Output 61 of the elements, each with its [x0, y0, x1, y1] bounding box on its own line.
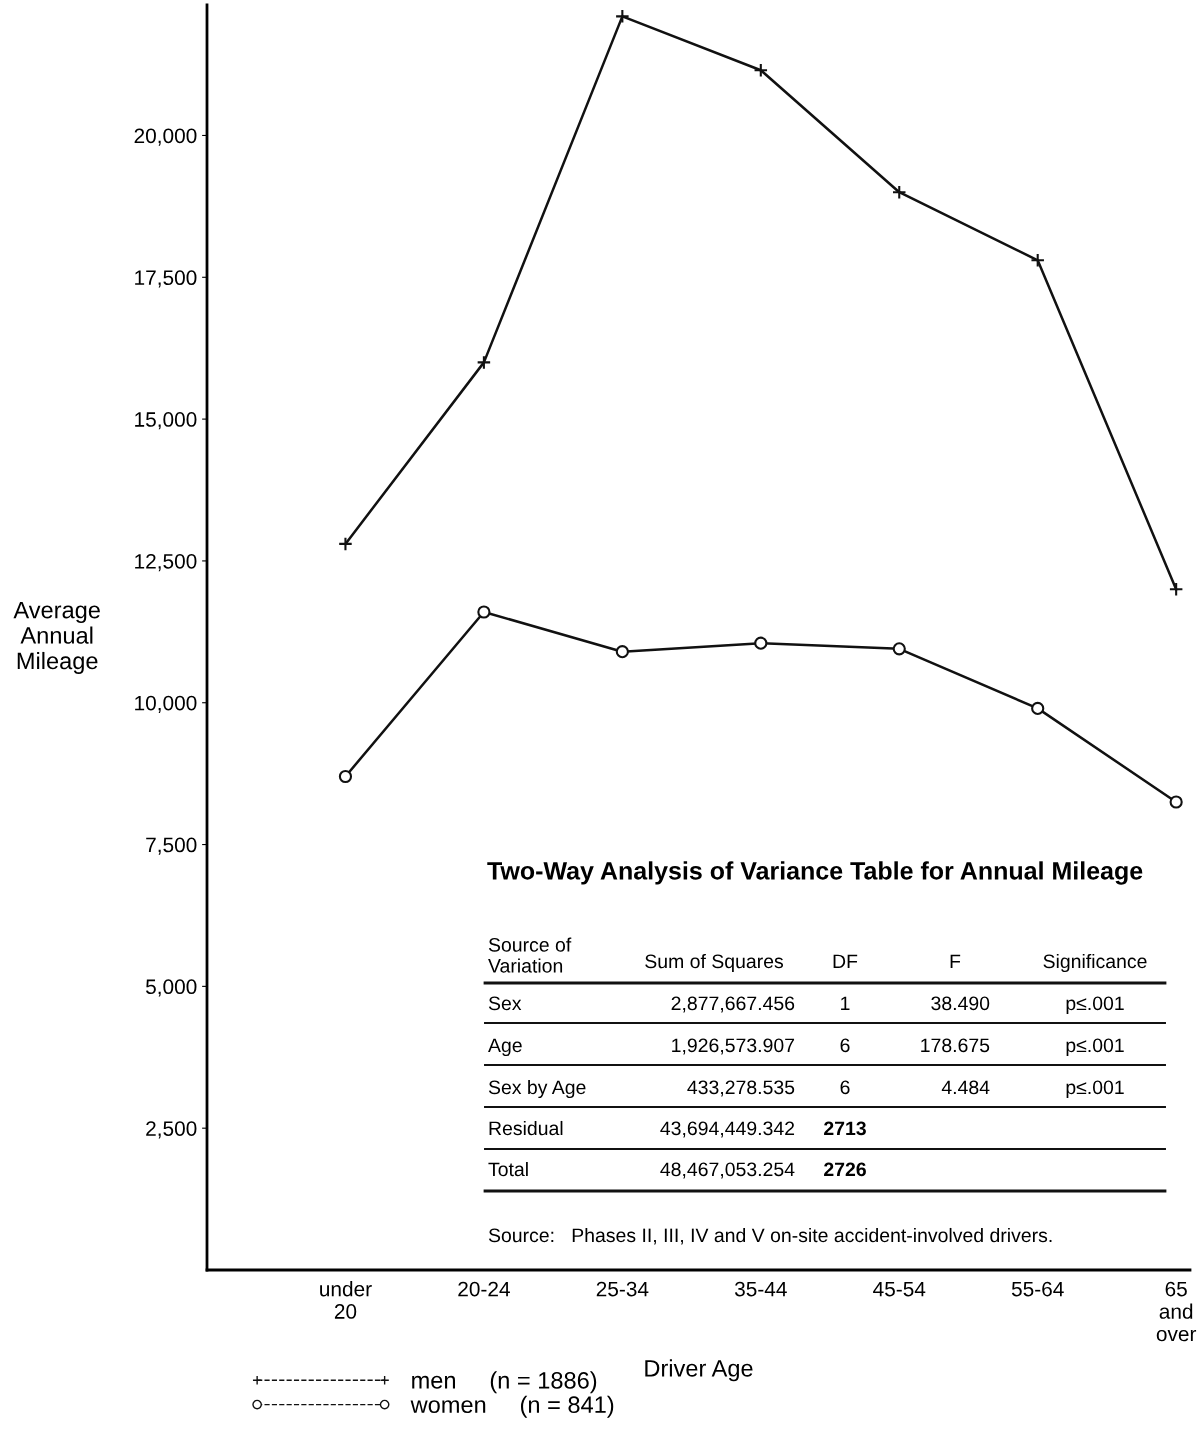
y-tick-label: 7,500: [146, 837, 197, 855]
annotation: 38.490: [931, 996, 990, 1011]
point: [753, 62, 769, 78]
x-tick-label: 25-34: [596, 1281, 649, 1297]
x-tick-label: 45-54: [873, 1281, 926, 1297]
annotation: 43,694,449.342: [660, 1121, 795, 1138]
y-tick-label: 12,500: [135, 553, 197, 572]
point: [891, 184, 907, 200]
annotation: 1: [841, 996, 850, 1011]
annotation: Significance: [1043, 953, 1147, 973]
annotation: Sex: [488, 996, 522, 1011]
x-tick-label: 65 and over: [1156, 1281, 1197, 1342]
annotation: Source: Phases II, III, IV and V on-site accident-involved drivers.: [488, 1227, 1052, 1245]
x-tick-label: 20-24: [458, 1281, 510, 1297]
annotation: p≤.001: [1066, 1080, 1124, 1099]
annotation: 2726: [824, 1162, 866, 1177]
annotation: 4.484: [941, 1080, 990, 1095]
annotation: Sex by Age: [488, 1079, 586, 1099]
x-tick-label: 55-64: [1011, 1281, 1064, 1297]
y-tick-label: 2,500: [146, 1121, 197, 1139]
annotation: Total: [488, 1161, 528, 1177]
point: [615, 645, 629, 659]
annotation: Age: [488, 1038, 522, 1057]
point: [1169, 795, 1183, 809]
annotation: 6: [840, 1038, 850, 1053]
point: [338, 769, 353, 784]
annotation: 2,877,667.456: [671, 996, 795, 1013]
y-axis-title: Average Annual Mileage: [13, 601, 100, 674]
y-tick-label: 17,500: [135, 270, 197, 288]
annotation: 1,926,573.907: [672, 1038, 795, 1055]
annotation: Source of Variation: [488, 937, 572, 973]
annotation: 6: [840, 1080, 850, 1095]
x-tick-label: under 20: [320, 1281, 372, 1319]
legend-label: women (n = 841): [410, 1395, 614, 1418]
annotation: Two-Way Analysis of Variance Table for Annual Mileage: [487, 861, 1143, 885]
point: [615, 9, 630, 24]
y-tick-label: 10,000: [135, 695, 197, 713]
annotation: 48,467,053.254: [660, 1162, 795, 1179]
point: [476, 355, 492, 370]
y-tick-label: 5,000: [145, 979, 197, 997]
annotation: 2713: [824, 1121, 866, 1136]
point: [477, 605, 491, 619]
x-tick-label: 35-44: [734, 1281, 787, 1297]
point: [1031, 701, 1045, 715]
annotation: p≤.001: [1066, 1038, 1124, 1057]
x-axis-title: Driver Age: [645, 1359, 753, 1382]
y-tick-label: 20,000: [134, 128, 197, 146]
point: [338, 536, 353, 552]
annotation: p≤.001: [1066, 996, 1124, 1015]
annotation: F: [950, 954, 961, 969]
annotation: Residual: [489, 1120, 563, 1136]
point: [892, 642, 906, 656]
annotation: Sum of Squares: [645, 953, 784, 973]
annotation: 433,278.535: [687, 1080, 795, 1097]
annotation: 178.675: [921, 1038, 990, 1053]
point: [1168, 581, 1184, 597]
y-tick-label: 15,000: [135, 412, 197, 430]
point: [754, 636, 768, 650]
point: [1030, 252, 1045, 268]
legend-label: men (n = 1886): [412, 1371, 597, 1394]
annotation: DF: [833, 954, 858, 969]
